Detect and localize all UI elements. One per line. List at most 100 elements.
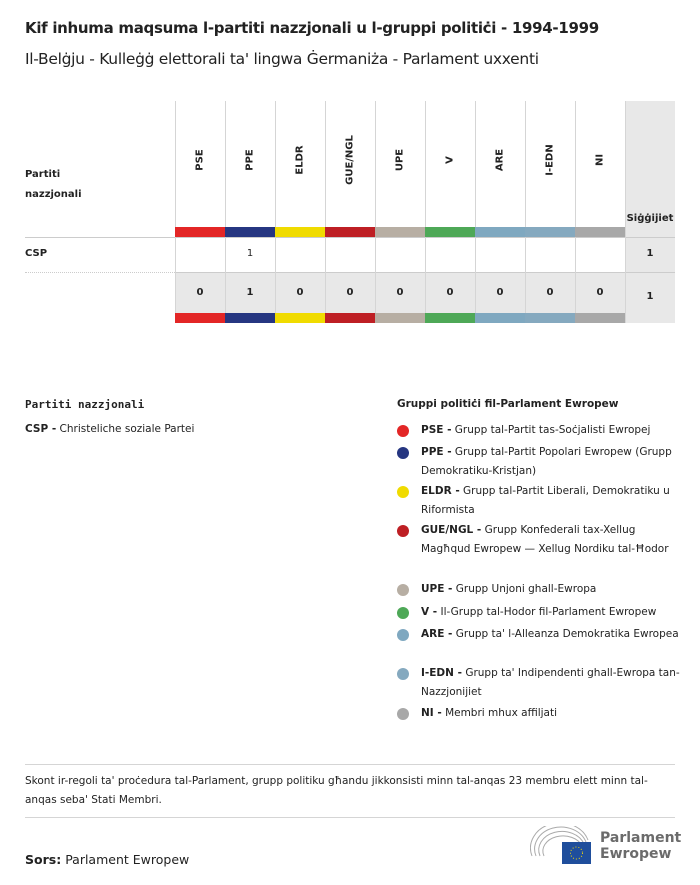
column-line xyxy=(625,101,626,323)
group-header: PSE xyxy=(175,100,225,227)
group-fullname: Grupp tal-Partit Liberali, Demokratiku u… xyxy=(421,485,670,516)
group-legend-item: UPE - Grupp Unjoni ghall-Ewropa xyxy=(397,580,687,599)
group-total: 0 xyxy=(496,287,504,298)
page-title: Kif inhuma maqsuma l-partiti nazzjonali … xyxy=(25,19,599,37)
group-header: ELDR xyxy=(275,100,325,227)
source: Sors: Parlament Ewropew xyxy=(25,852,189,867)
column-line xyxy=(425,101,426,323)
group-code: PSE - xyxy=(421,424,452,436)
column-line xyxy=(375,101,376,323)
group-header: UPE xyxy=(375,100,425,227)
group-code: NI - xyxy=(421,707,442,719)
total-column-bg xyxy=(625,101,675,323)
parties-legend-item: CSP - Christeliche soziale Partei xyxy=(25,423,194,435)
group-code: I-EDN xyxy=(544,144,556,176)
source-label: Sors: xyxy=(25,852,62,867)
group-code: V - xyxy=(421,606,438,618)
group-color-bar xyxy=(425,227,475,237)
group-header: PPE xyxy=(225,100,275,227)
party-code: CSP - xyxy=(25,423,57,435)
group-color-bar xyxy=(275,313,325,323)
group-total: 0 xyxy=(596,287,604,298)
group-total: 0 xyxy=(346,287,354,298)
group-code: V xyxy=(444,156,456,164)
group-fullname: Grupp Konfederali tax-Xellug Magħqud Ewr… xyxy=(421,524,669,555)
group-color-bar xyxy=(325,313,375,323)
column-line xyxy=(225,101,226,323)
parliament-logo: Parlament Ewropew xyxy=(529,822,682,866)
hemicycle-icon xyxy=(529,822,591,864)
color-dot-icon xyxy=(397,525,409,537)
totals-row-bg xyxy=(175,272,625,313)
group-header: GUE/NGL xyxy=(325,100,375,227)
color-dot-icon xyxy=(397,584,409,596)
group-color-bar xyxy=(375,313,425,323)
group-color-bar xyxy=(275,227,325,237)
group-code: PSE xyxy=(194,149,206,171)
group-fullname: Grupp tal-Partit tas-Soċjalisti Ewropej xyxy=(454,424,651,436)
group-fullname: Grupp Unjoni ghall-Ewropa xyxy=(455,583,597,595)
column-line xyxy=(275,101,276,323)
row-header: Partiti nazzjonali xyxy=(25,169,82,200)
group-color-bar xyxy=(475,227,525,237)
parties-legend-title: Partiti nazzjonali xyxy=(25,398,145,411)
column-line xyxy=(525,101,526,323)
group-code: I-EDN - xyxy=(421,667,462,679)
group-code: NI xyxy=(594,153,606,167)
page-subtitle: Il-Belġju - Kulleġġ elettorali ta' lingw… xyxy=(25,50,539,68)
group-color-bar xyxy=(575,313,625,323)
party-fullname: Christeliche soziale Partei xyxy=(59,423,195,435)
group-total: 1 xyxy=(246,287,254,298)
column-line xyxy=(475,101,476,323)
group-header: I-EDN xyxy=(525,100,575,227)
group-code: PPE xyxy=(244,149,256,171)
group-fullname: Grupp ta' l-Alleanza Demokratika Ewropea xyxy=(455,628,679,640)
group-code: PPE - xyxy=(421,446,452,458)
group-color-bar xyxy=(525,227,575,237)
color-dot-icon xyxy=(397,447,409,459)
seat-cell: 1 xyxy=(246,248,254,259)
group-color-bar xyxy=(325,227,375,237)
color-dot-icon xyxy=(397,708,409,720)
group-header: NI xyxy=(575,100,625,227)
group-legend-item: PPE - Grupp tal-Partit Popolari Ewropew … xyxy=(397,443,687,481)
group-code: ARE xyxy=(494,148,506,172)
group-code: ARE - xyxy=(421,628,453,640)
color-dot-icon xyxy=(397,668,409,680)
party-total: 1 xyxy=(646,248,654,259)
group-fullname: Grupp tal-Partit Popolari Ewropew (Grupp… xyxy=(421,446,672,477)
group-legend-item: PSE - Grupp tal-Partit tas-Soċjalisti Ew… xyxy=(397,421,687,440)
header-divider xyxy=(25,237,675,238)
party-name: CSP xyxy=(25,248,48,259)
color-dot-icon xyxy=(397,607,409,619)
column-line xyxy=(575,101,576,323)
group-color-bar xyxy=(525,313,575,323)
group-color-bar xyxy=(575,227,625,237)
group-color-bar xyxy=(225,227,275,237)
group-legend-item: GUE/NGL - Grupp Konfederali tax-Xellug M… xyxy=(397,521,687,559)
group-legend-item: ELDR - Grupp tal-Partit Liberali, Demokr… xyxy=(397,482,687,520)
group-total: 0 xyxy=(446,287,454,298)
group-code: GUE/NGL xyxy=(344,135,356,185)
group-color-bar xyxy=(425,313,475,323)
group-code: GUE/NGL - xyxy=(421,524,482,536)
group-code: UPE xyxy=(394,148,406,172)
column-line xyxy=(175,101,176,323)
group-color-bar xyxy=(475,313,525,323)
color-dot-icon xyxy=(397,486,409,498)
divider xyxy=(25,764,675,765)
group-color-bar xyxy=(225,313,275,323)
group-color-bar xyxy=(375,227,425,237)
color-dot-icon xyxy=(397,629,409,641)
group-legend-item: ARE - Grupp ta' l-Alleanza Demokratika E… xyxy=(397,625,687,644)
divider xyxy=(25,817,675,818)
group-legend-item: NI - Membri mhux affiljati xyxy=(397,704,687,723)
footnote: Skont ir-regoli ta' proċedura tal-Parlam… xyxy=(25,775,648,806)
group-header: V xyxy=(425,100,475,227)
group-total: 0 xyxy=(296,287,304,298)
group-code: ELDR - xyxy=(421,485,460,497)
total-header: Siġġijiet xyxy=(626,213,674,224)
group-code: ELDR xyxy=(294,145,306,175)
logo-text: Parlament Ewropew xyxy=(600,830,682,862)
color-dot-icon xyxy=(397,425,409,437)
